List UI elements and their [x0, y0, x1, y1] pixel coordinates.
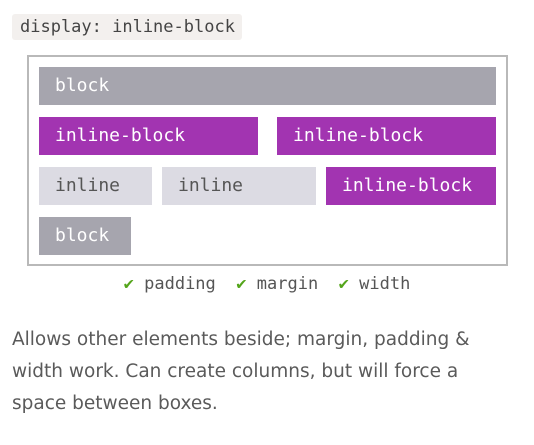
check-icon: ✔	[236, 274, 247, 294]
inline-block-box-1: inline-block	[39, 117, 258, 155]
check-icon: ✔	[338, 274, 349, 294]
check-icon: ✔	[123, 274, 134, 294]
feature-margin: margin	[256, 274, 319, 294]
code-label: display: inline-block	[12, 14, 242, 40]
inline-box-2: inline	[162, 167, 316, 205]
feature-width: width	[359, 274, 411, 294]
demo-frame: block inline-block inline-block inline i…	[27, 55, 508, 266]
feature-list: ✔ padding ✔ margin ✔ width	[0, 274, 534, 294]
block-box-2: block	[39, 217, 131, 255]
feature-padding: padding	[144, 274, 216, 294]
inline-box-1: inline	[39, 167, 152, 205]
inline-block-box-3: inline-block	[326, 167, 496, 205]
block-box-1: block	[39, 67, 496, 105]
inline-block-box-2: inline-block	[277, 117, 496, 155]
description-text: Allows other elements beside; margin, pa…	[12, 329, 470, 414]
